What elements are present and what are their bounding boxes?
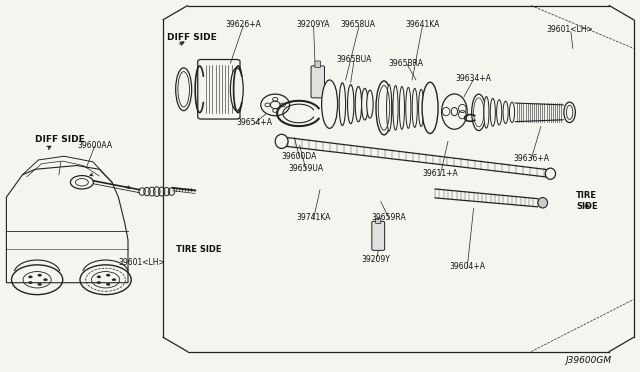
Ellipse shape (355, 86, 362, 122)
FancyBboxPatch shape (372, 221, 385, 250)
Text: 3965BUA: 3965BUA (336, 55, 372, 64)
Text: DIFF SIDE: DIFF SIDE (167, 33, 217, 42)
Text: 39600DA: 39600DA (282, 152, 317, 161)
Ellipse shape (261, 94, 289, 116)
Ellipse shape (422, 82, 438, 134)
Text: DIFF SIDE: DIFF SIDE (35, 135, 84, 144)
Text: 39209YA: 39209YA (297, 20, 330, 29)
Ellipse shape (275, 134, 288, 148)
Text: 39636+A: 39636+A (513, 154, 549, 163)
Text: 39600AA: 39600AA (77, 141, 112, 150)
Circle shape (112, 279, 116, 281)
Ellipse shape (509, 102, 515, 123)
Text: 3965BRA: 3965BRA (389, 59, 424, 68)
Ellipse shape (503, 101, 508, 124)
FancyBboxPatch shape (315, 61, 321, 67)
Ellipse shape (393, 86, 398, 130)
Text: TIRE
SIDE: TIRE SIDE (576, 191, 598, 211)
Ellipse shape (376, 81, 392, 135)
Circle shape (44, 279, 47, 281)
Text: 39601<LH>: 39601<LH> (118, 258, 166, 267)
Ellipse shape (322, 80, 338, 128)
Circle shape (106, 274, 110, 276)
Text: 39601<LH>: 39601<LH> (546, 25, 593, 34)
Text: 39626+A: 39626+A (225, 20, 261, 29)
FancyBboxPatch shape (311, 66, 324, 98)
Text: 39634+A: 39634+A (456, 74, 492, 83)
Circle shape (97, 276, 100, 278)
Circle shape (106, 283, 110, 285)
Ellipse shape (538, 198, 548, 208)
Text: TIRE SIDE: TIRE SIDE (175, 245, 221, 254)
Ellipse shape (497, 100, 502, 125)
Ellipse shape (545, 168, 556, 179)
Ellipse shape (387, 85, 392, 131)
Ellipse shape (564, 102, 575, 123)
Text: J39600GM: J39600GM (565, 356, 611, 365)
Ellipse shape (484, 97, 489, 128)
Text: 39658UA: 39658UA (341, 20, 376, 29)
Ellipse shape (339, 83, 346, 126)
Circle shape (38, 274, 42, 276)
Text: 39659RA: 39659RA (372, 213, 406, 222)
Ellipse shape (348, 85, 354, 124)
Ellipse shape (367, 90, 373, 118)
Ellipse shape (406, 87, 411, 128)
Text: 39611+A: 39611+A (422, 169, 458, 178)
Circle shape (97, 282, 100, 284)
Text: 39209Y: 39209Y (362, 255, 391, 264)
Ellipse shape (472, 94, 486, 131)
Ellipse shape (490, 99, 495, 126)
Text: 39641KA: 39641KA (405, 20, 440, 29)
Ellipse shape (362, 89, 368, 120)
Ellipse shape (419, 89, 424, 126)
Text: 39659UA: 39659UA (289, 164, 323, 173)
Ellipse shape (412, 89, 417, 128)
Text: 39741KA: 39741KA (296, 213, 331, 222)
Ellipse shape (442, 94, 467, 129)
Ellipse shape (230, 68, 243, 111)
Circle shape (28, 276, 32, 278)
FancyBboxPatch shape (376, 218, 381, 224)
Circle shape (38, 283, 42, 285)
Text: 39604+A: 39604+A (449, 262, 485, 271)
Circle shape (28, 282, 32, 284)
Ellipse shape (399, 87, 404, 129)
Ellipse shape (175, 68, 192, 111)
Text: 39654+A: 39654+A (236, 118, 272, 127)
